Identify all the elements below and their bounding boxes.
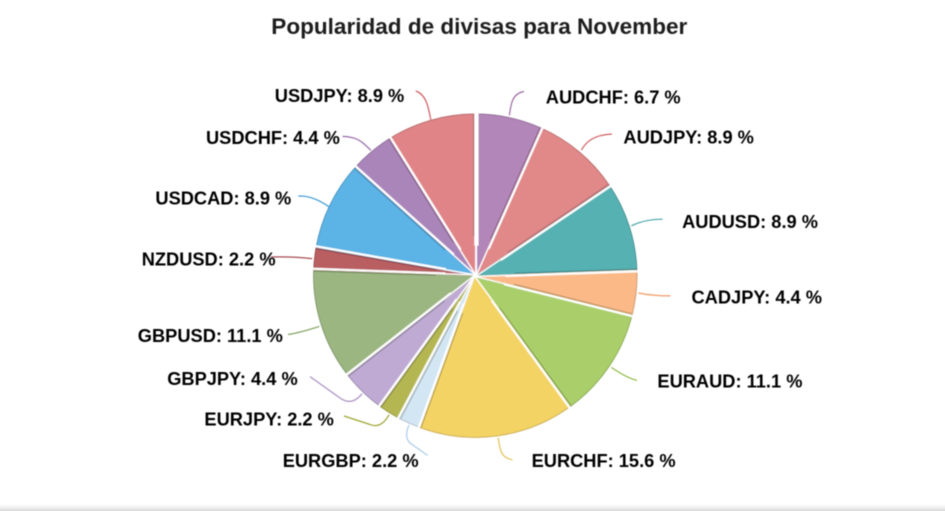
svg-text:EURJPY: 2.2 %: EURJPY: 2.2 % [204, 409, 334, 430]
svg-text:EURGBP: 2.2 %: EURGBP: 2.2 % [283, 450, 419, 471]
svg-text:NZDUSD: 2.2 %: NZDUSD: 2.2 % [142, 248, 276, 269]
svg-text:Popularidad de divisas para No: Popularidad de divisas para November [271, 14, 687, 39]
svg-text:EURCHF: 15.6 %: EURCHF: 15.6 % [532, 450, 676, 471]
svg-text:GBPJPY: 4.4 %: GBPJPY: 4.4 % [167, 368, 298, 389]
svg-text:USDCHF: 4.4 %: USDCHF: 4.4 % [206, 127, 340, 148]
svg-text:USDJPY: 8.9 %: USDJPY: 8.9 % [275, 85, 405, 106]
svg-text:AUDCHF: 6.7 %: AUDCHF: 6.7 % [546, 86, 681, 107]
svg-text:CADJPY: 4.4 %: CADJPY: 4.4 % [692, 287, 823, 308]
svg-text:AUDUSD: 8.9 %: AUDUSD: 8.9 % [682, 211, 818, 232]
svg-text:USDCAD: 8.9 %: USDCAD: 8.9 % [155, 187, 291, 208]
svg-text:AUDJPY: 8.9 %: AUDJPY: 8.9 % [623, 127, 754, 148]
svg-text:GBPUSD: 11.1 %: GBPUSD: 11.1 % [138, 325, 283, 346]
svg-text:EURAUD: 11.1 %: EURAUD: 11.1 % [657, 371, 802, 392]
